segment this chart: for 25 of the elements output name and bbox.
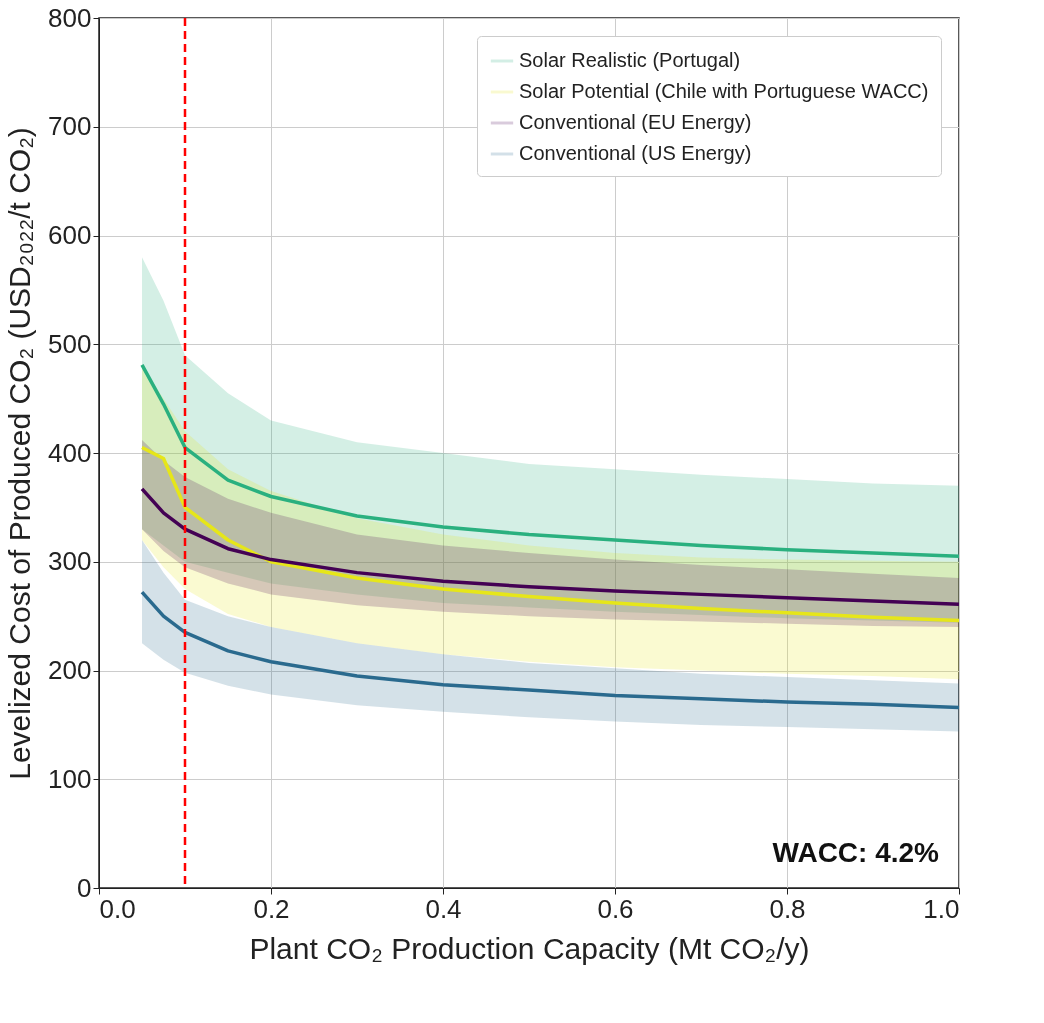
y-tick-label: 0 <box>77 872 92 903</box>
legend-label: Conventional (US Energy) <box>519 142 752 164</box>
legend-label: Solar Realistic (Portugal) <box>519 49 741 71</box>
y-tick-label: 200 <box>48 655 92 685</box>
y-tick-label: 100 <box>48 763 92 794</box>
x-tick-label: 0.6 <box>597 893 634 924</box>
x-axis-title: Plant CO₂ Production Capacity (Mt CO₂/y) <box>249 931 810 965</box>
y-tick-label: 700 <box>48 111 92 142</box>
legend-label: Conventional (EU Energy) <box>519 111 752 133</box>
line-series <box>140 363 961 559</box>
y-axis-title: Levelized Cost of Produced CO₂ (USD₂₀₂₂/t CO₂) <box>3 127 37 780</box>
line-series <box>140 590 961 710</box>
y-tick-label: 300 <box>48 546 92 577</box>
legend-label: Solar Potential (Chile with Portuguese WACC) <box>519 80 929 102</box>
y-tick-label: 400 <box>48 437 92 468</box>
x-tick-label: 0.4 <box>425 893 462 924</box>
y-tick-label: 600 <box>48 220 92 250</box>
annotation: WACC: 4.2% <box>772 837 940 868</box>
x-tick-label: 0.0 <box>99 893 136 924</box>
y-tick-label: 800 <box>48 2 92 33</box>
x-tick-label: 0.8 <box>769 893 806 924</box>
x-tick-label: 1.0 <box>923 893 960 924</box>
y-tick-label: 500 <box>48 328 92 359</box>
x-tick-label: 0.2 <box>253 893 290 924</box>
line-series <box>140 487 961 606</box>
